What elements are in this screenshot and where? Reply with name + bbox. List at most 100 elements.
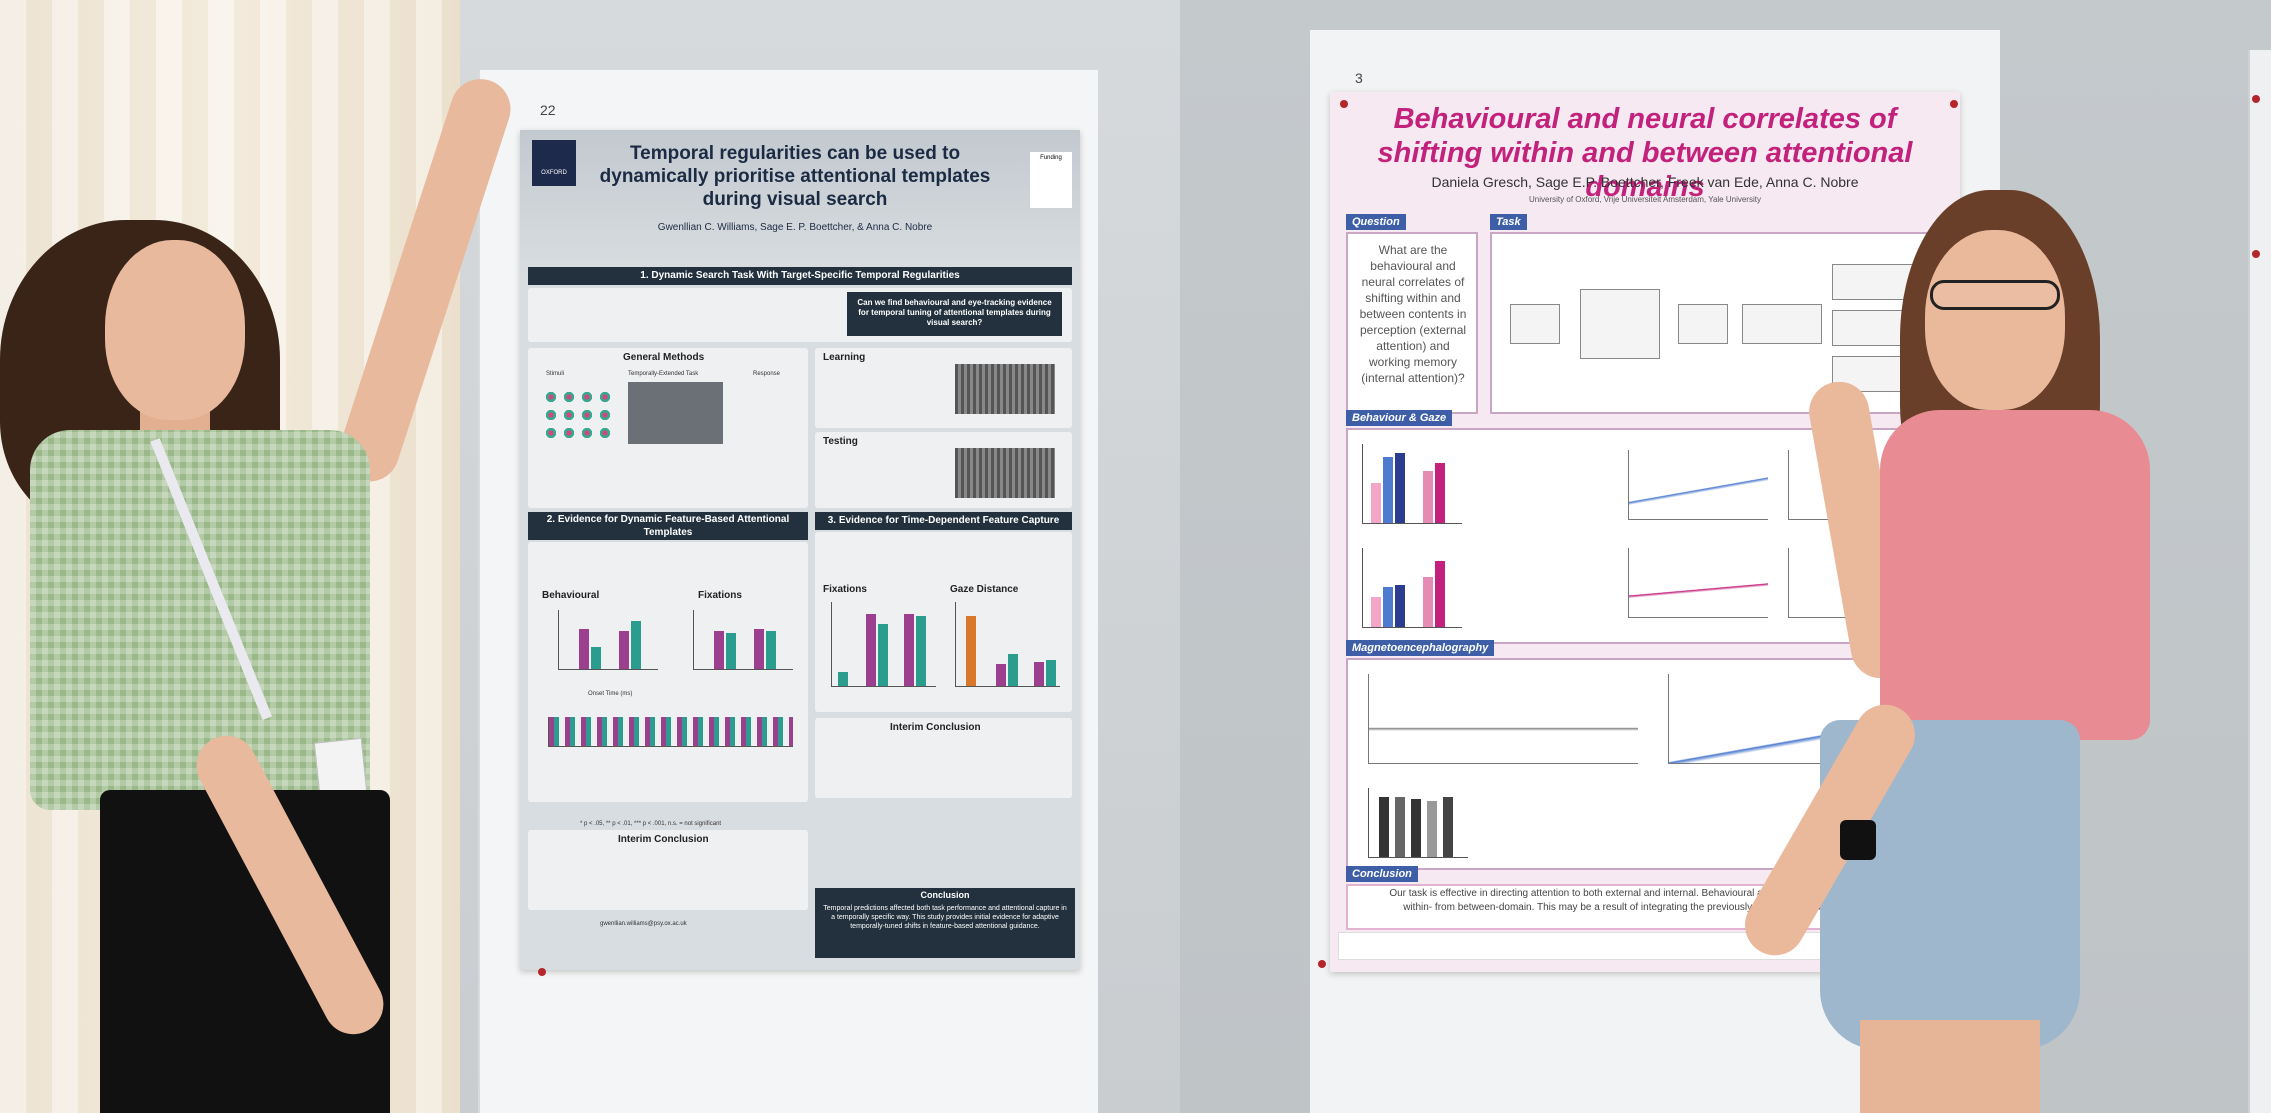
pin (1340, 100, 1348, 108)
gaze-distance-chart (955, 602, 1060, 687)
conclusion-title-left: Conclusion (920, 890, 970, 900)
person-right-face (1925, 230, 2065, 410)
general-methods-title: General Methods (623, 352, 705, 363)
bar (1423, 577, 1433, 627)
bar (1383, 587, 1393, 627)
bar (619, 631, 629, 669)
behaviour-gaze-label: Behaviour & Gaze (1346, 410, 1453, 426)
bar (916, 616, 926, 686)
hits-chart (558, 610, 658, 670)
person-left-face (105, 240, 245, 420)
conclusion-text-right: Our task is effective in directing atten… (1389, 888, 1907, 913)
person-right-pink-top (1880, 410, 2150, 740)
bar (1395, 797, 1405, 857)
significance-note: * p < .05, ** p < .01, *** p < .001, n.s… (580, 821, 722, 827)
bar (1371, 483, 1381, 523)
conclusion-text-left: Temporal predictions affected both task … (823, 905, 1067, 930)
bar (1395, 585, 1405, 627)
author-email: gwenllian.williams@psy.ox.ac.uk (600, 921, 687, 927)
bar (1371, 597, 1381, 627)
response-label: Response (753, 371, 781, 377)
accuracy-chart (1362, 548, 1462, 628)
rt-chart (1362, 444, 1462, 524)
bar (631, 621, 641, 669)
question-label: Question (1346, 214, 1406, 230)
task-frame (1510, 304, 1560, 344)
bar (866, 614, 876, 686)
task-frame (1742, 304, 1822, 344)
bar (878, 624, 888, 686)
poster-left-authors: Gwenllian C. Williams, Sage E. P. Boettc… (657, 222, 933, 233)
fixated-chart (693, 610, 793, 670)
behavioural-label: Behavioural (542, 590, 600, 601)
section-3-bar: 3. Evidence for Time-Dependent Feature C… (815, 512, 1072, 530)
interim-conclusion-title-right: Interim Conclusion (890, 722, 981, 733)
interim-conclusion-left: Interim Conclusion (528, 830, 808, 910)
gaze-distance-label: Gaze Distance (950, 584, 1019, 595)
pin (538, 968, 546, 976)
task-label-right: Task (1490, 214, 1527, 230)
question-panel: What are the behavioural and neural corr… (1346, 232, 1478, 414)
poster-board-edge (2248, 50, 2271, 1113)
question-text: What are the behavioural and neural corr… (1359, 243, 1467, 385)
fixations-label-left: Fixations (698, 590, 742, 601)
poster-right-authors: Daniela Gresch, Sage E.P. Boettcher, Fre… (1431, 174, 1859, 190)
pin (1318, 960, 1326, 968)
bar (579, 629, 589, 669)
poster-left-number: 22 (540, 102, 556, 118)
bar (754, 629, 764, 669)
pin (2252, 95, 2260, 103)
general-methods-panel: General Methods Stimuli Temporally-Exten… (528, 348, 808, 508)
conclusion-box-left: Conclusion Temporal predictions affected… (815, 888, 1075, 958)
pin (2252, 250, 2260, 258)
person-right-legs (1860, 1020, 2040, 1113)
poster-left-header: OXFORD Temporal regularities can be used… (520, 130, 1080, 275)
fixations-label-right: Fixations (823, 584, 867, 595)
bar (1046, 660, 1056, 686)
bar (1427, 801, 1437, 857)
onset-label-1: Onset Time (ms) (588, 691, 633, 697)
bar (1395, 453, 1405, 523)
task-panel (1490, 232, 1945, 414)
research-question: Can we find behavioural and eye-tracking… (847, 292, 1062, 336)
bar (766, 631, 776, 669)
poster-right-affiliations: University of Oxford, Vrije Universiteit… (1529, 195, 1761, 204)
section-3-panel: Fixations Gaze Distance (815, 532, 1072, 712)
poster-left: OXFORD Temporal regularities can be used… (520, 130, 1080, 970)
decoding-plot (1368, 674, 1638, 764)
bar (904, 614, 914, 686)
gaze-plot (1628, 450, 1768, 520)
gaze-plot-small-2 (1788, 548, 1868, 618)
bar (1383, 457, 1393, 523)
poster-right-number: 3 (1355, 70, 1363, 86)
meg-label: Magnetoencephalography (1346, 640, 1495, 656)
task-label: Temporally-Extended Task (628, 371, 699, 377)
testing-trial-strip (955, 448, 1055, 498)
bar (1411, 799, 1421, 857)
conclusion-label: Conclusion (1346, 866, 1418, 882)
person-right-watch (1840, 820, 1876, 860)
meg-bar-chart (1368, 788, 1468, 858)
bar (714, 631, 724, 669)
block-charts (548, 717, 793, 747)
search-display-image (628, 382, 723, 444)
section-2-panel: Behavioural Fixations Onset Time (ms) (528, 542, 808, 802)
task-frame (1580, 289, 1660, 359)
bar (1423, 471, 1433, 523)
capture-fixations-chart (831, 602, 936, 687)
interim-conclusion-right: Interim Conclusion (815, 718, 1072, 798)
person-left-gingham-top (30, 430, 370, 810)
bar (1435, 561, 1445, 627)
section-1-bar: 1. Dynamic Search Task With Target-Speci… (528, 267, 1072, 285)
task-frame (1678, 304, 1728, 344)
person-right-glasses (1930, 280, 2060, 310)
stimuli-label: Stimuli (546, 371, 565, 377)
section-2-bar: 2. Evidence for Dynamic Feature-Based At… (528, 512, 808, 540)
stimuli-shapes (542, 388, 612, 438)
bar (966, 616, 976, 686)
poster-left-title: Temporal regularities can be used to dyn… (599, 143, 991, 210)
bar (838, 672, 848, 686)
oxford-logo: OXFORD (532, 140, 576, 186)
poster-right-title: Behavioural and neural correlates of shi… (1377, 103, 1913, 203)
